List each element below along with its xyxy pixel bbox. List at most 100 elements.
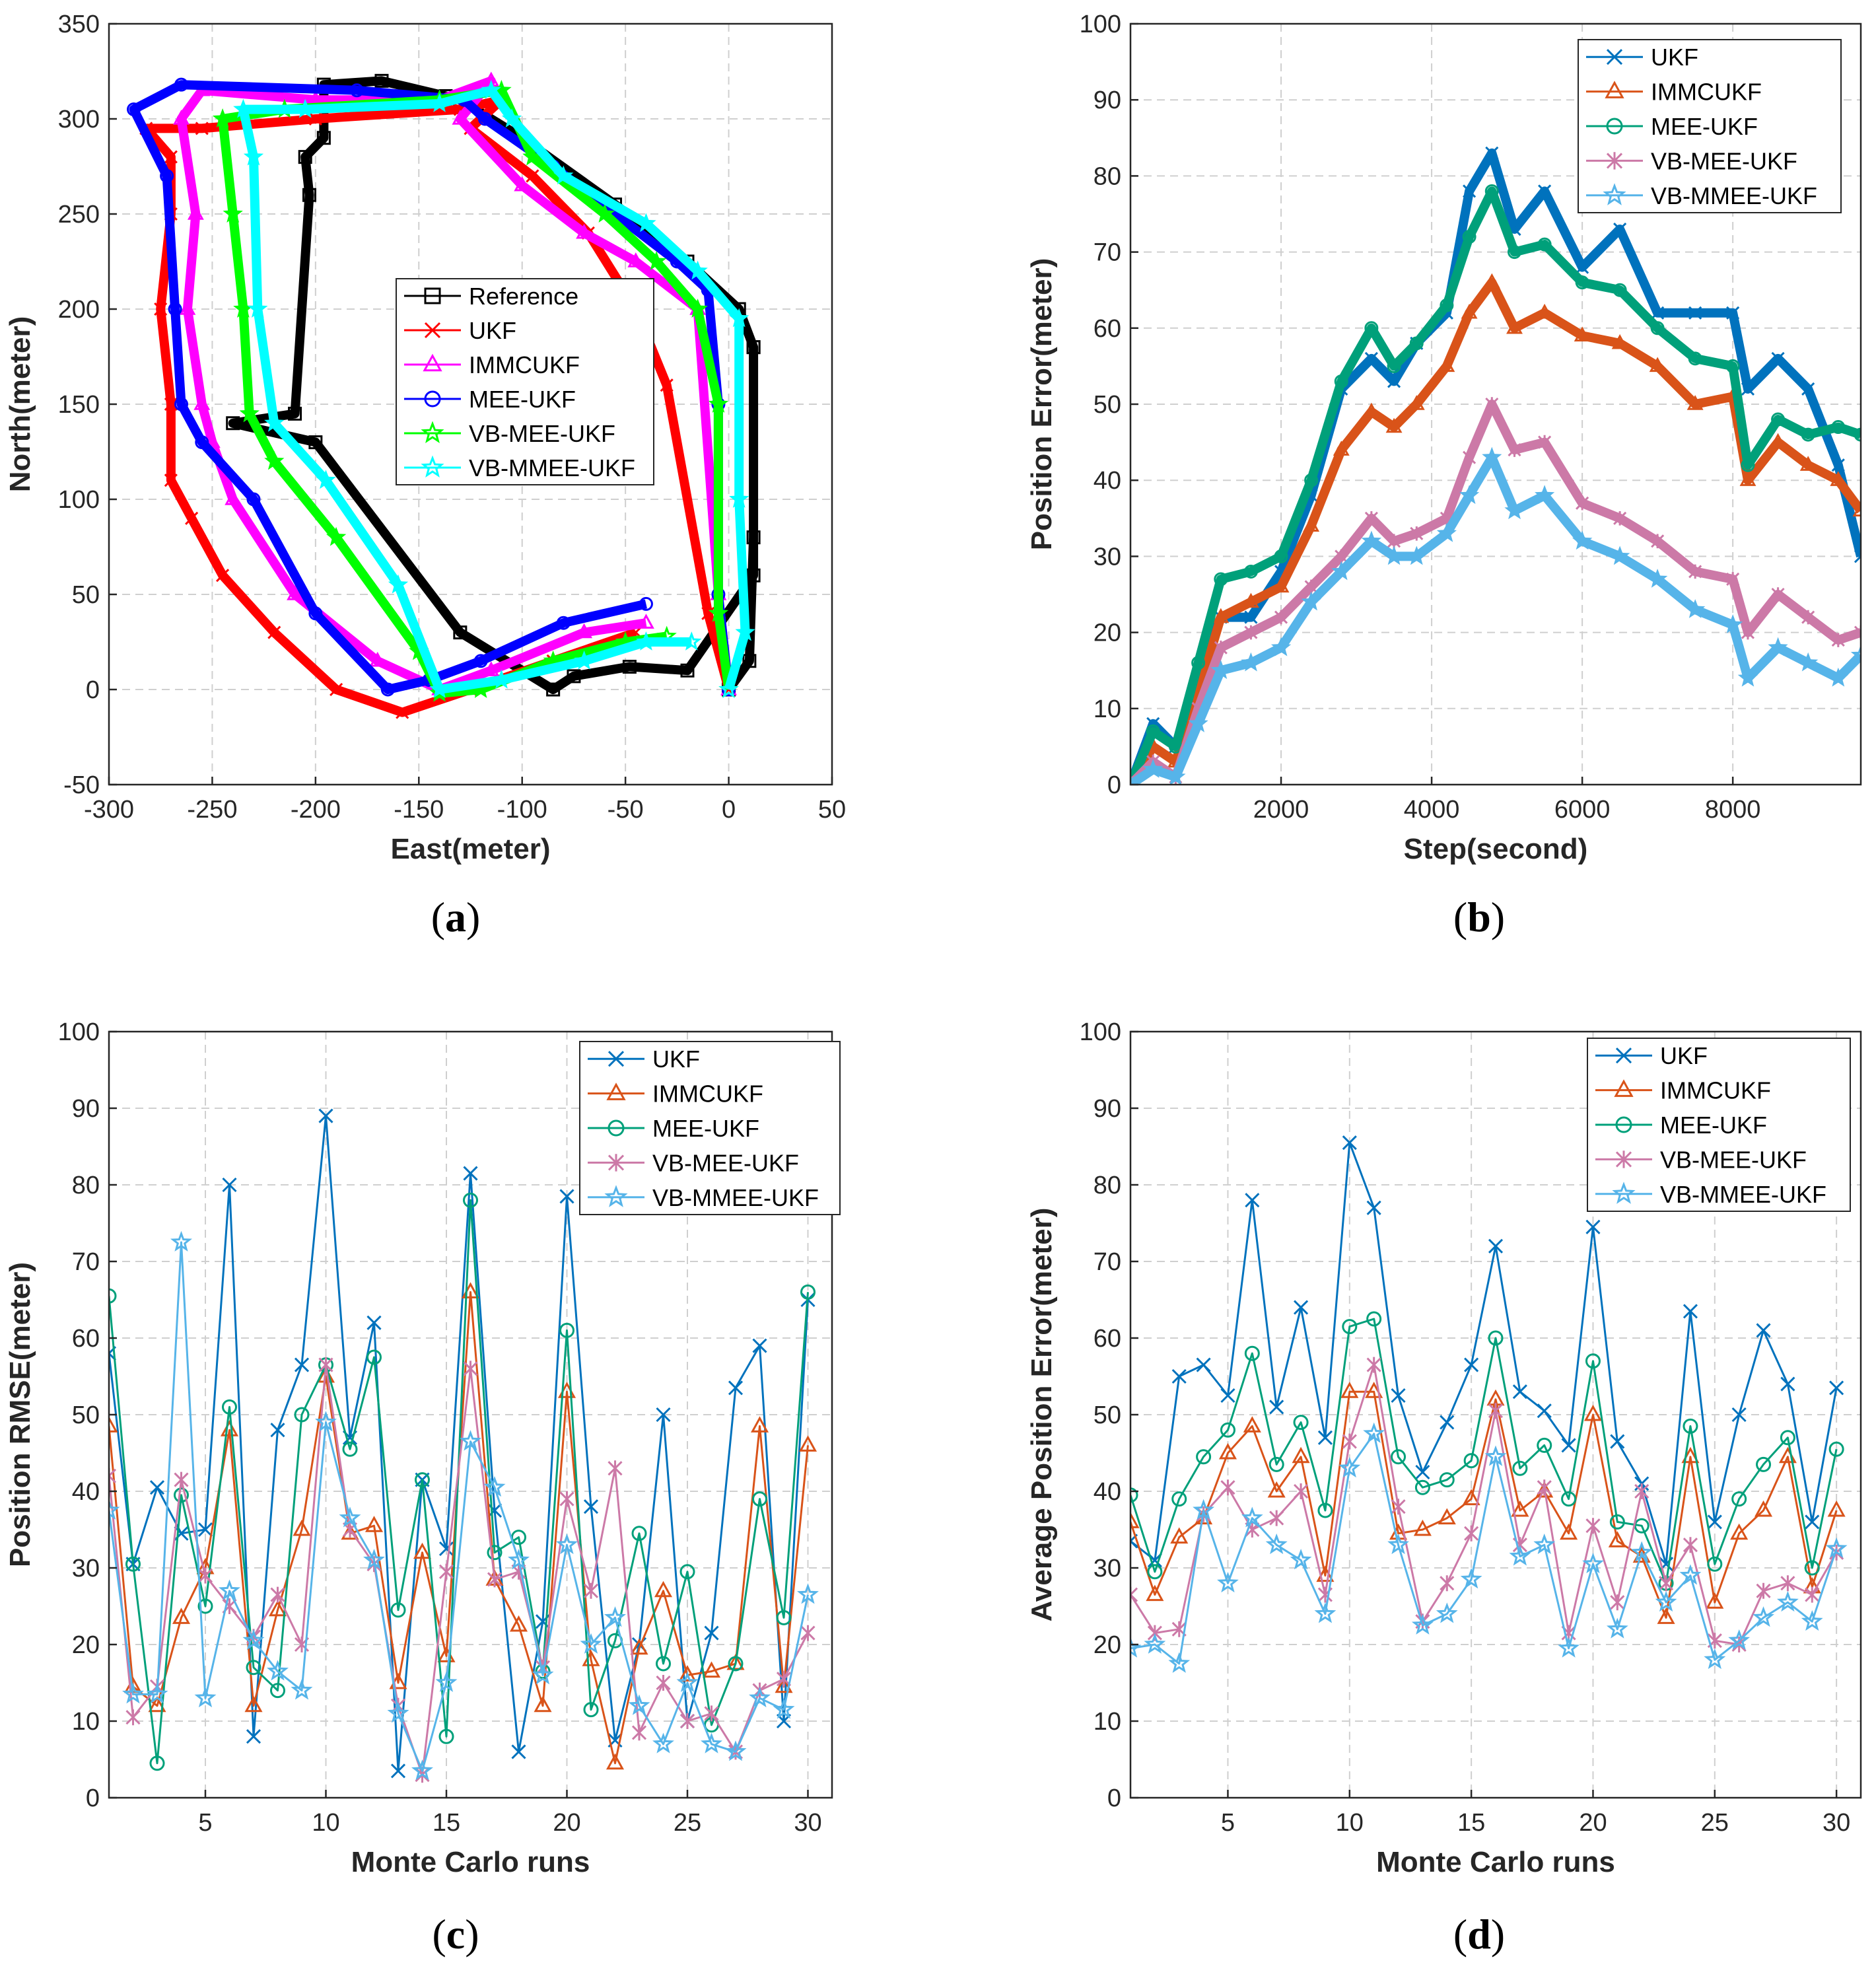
data-point-MEE-UKF [174,77,188,92]
data-point-MEE-UKF [473,654,488,668]
data-point-MEE-UKF [463,1192,478,1208]
data-point-IMMCUKF [775,1676,793,1693]
data-point-VB-MEE-UKF [174,1471,189,1488]
data-point-VB-MMEE-UKF [316,470,336,489]
data-point-UKF [246,1729,261,1744]
y-tick-label: 90 [1094,1095,1121,1123]
data-point-VB-MEE-UKF [270,1586,285,1603]
data-point-VB-MMEE-UKF [363,1549,385,1570]
legend-item-VB-MMEE-UKF: VB-MMEE-UKF [588,1184,819,1211]
data-point-VB-MMEE-UKF [1168,1652,1191,1673]
data-point-MEE-UKF [149,1755,165,1771]
data-point-VB-MEE-UKF [631,1724,647,1741]
data-point-VB-MMEE-UKF [1411,1613,1434,1635]
data-point-MEE-UKF [559,1322,574,1338]
data-point-VB-MMEE-UKF [1484,1445,1507,1466]
data-point-VB-MEE-UKF [1214,640,1228,655]
data-point-VB-MEE-UKF [1244,625,1258,640]
data-point-IMMCUKF [220,1420,239,1436]
data-point-UKF [1317,1430,1333,1445]
data-point-MEE-UKF [174,1487,189,1503]
data-point-IMMCUKF [187,205,204,220]
data-point-VB-MEE-UKF [559,1491,574,1507]
data-point-IMMCUKF [293,1519,311,1536]
data-point-UKF [390,1763,406,1779]
data-point-UKF [526,169,539,183]
data-point-VB-MMEE-UKF [429,679,450,698]
data-point-VB-MEE-UKF [708,394,729,413]
series-line-UKF [1130,1141,1838,1565]
data-point-UKF [216,569,230,583]
data-point-VB-MEE-UKF [1651,534,1665,549]
series-line-MEE-UKF [129,80,734,694]
data-point-VB-MEE-UKF [656,1675,671,1691]
y-tick-label: 10 [1094,1708,1121,1736]
data-point-UKF [366,1315,382,1330]
data-point-VB-MMEE-UKF [1728,1629,1751,1650]
data-point-VB-MMEE-UKF [1241,1506,1263,1528]
data-point-VB-MMEE-UKF [1314,1602,1337,1623]
data-point-UKF [511,1744,526,1759]
data-point-VB-MEE-UKF [1801,610,1815,625]
data-point-VB-MMEE-UKF [1144,1633,1166,1654]
data-point-MEE-UKF [800,1284,816,1300]
legend-marker [1606,152,1623,170]
data-point-UKF [195,122,209,135]
legend-item-UKF: UKF [404,317,516,344]
legend-item-UKF: UKF [588,1045,700,1073]
data-point-IMMCUKF [109,1416,118,1433]
data-point-MEE-UKF [125,1556,141,1572]
y-tick-label: 80 [1094,162,1121,190]
data-point-IMMCUKF [1438,1508,1456,1525]
data-point-MEE-UKF [639,596,653,611]
data-point-VB-MEE-UKF [1464,1525,1479,1541]
data-point-VB-MMEE-UKF [1533,1533,1556,1555]
data-point-VB-MEE-UKF [1304,579,1318,594]
data-point-VB-MMEE-UKF [501,108,522,127]
legend-item-VB-MMEE-UKF: VB-MMEE-UKF [404,454,635,481]
y-axis-label: North(meter) [4,316,36,492]
data-point-UKF [1610,1434,1625,1449]
data-point-IMMCUKF [452,110,469,125]
data-point-VB-MMEE-UKF [1301,591,1321,611]
y-tick-label: 90 [72,1095,100,1123]
data-point-IMMCUKF [173,110,190,125]
data-point-VB-MEE-UKF [1342,1433,1357,1450]
data-point-IMMCUKF [1243,1416,1261,1433]
data-point-VB-MMEE-UKF [687,260,708,280]
data-point-VB-MEE-UKF [438,1563,454,1580]
data-point-IMMCUKF [726,1653,745,1670]
series-group [127,71,761,719]
data-point-UKF [701,606,715,620]
data-point-IMMCUKF [678,1665,697,1681]
data-point-IMMCUKF [654,1580,673,1598]
data-point-MEE-UKF [1575,275,1589,290]
series-group [1130,146,1861,785]
data-point-VB-MMEE-UKF [122,1683,144,1704]
data-point-IMMCUKF [1560,1523,1578,1540]
legend-marker [421,421,444,444]
series-line-VB-MMEE-UKF [109,1241,809,1772]
data-point-VB-MMEE-UKF [243,146,264,166]
data-point-MEE-UKF [1364,321,1379,336]
data-point-MEE-UKF [366,1349,382,1365]
data-point-VB-MMEE-UKF [1436,522,1457,542]
data-point-Reference [374,73,389,88]
data-point-UKF [1440,1415,1455,1430]
x-axis-label: East(meter) [390,833,550,865]
data-point-UKF [1801,382,1815,396]
y-tick-label: 40 [1094,467,1121,495]
data-point-IMMCUKF [365,1516,384,1532]
data-point-VB-MEE-UKF [1274,610,1288,625]
data-point-MEE-UKF [438,1728,454,1744]
data-point-MEE-UKF [556,616,571,630]
data-point-VB-MMEE-UKF [315,1411,337,1432]
data-point-UKF [1512,1384,1527,1399]
panel-d-average-position-error-chart: 5 10 15 20 25 30 0 10 20 30 40 50 60 70 80 90 100 Monte C… [1025,1018,1862,1958]
legend-item-MEE-UKF: MEE-UKF [1586,113,1758,140]
panel-caption: (c) [432,1911,479,1958]
data-point-IMMCUKF [1511,1500,1529,1517]
data-point-MEE-UKF [1537,237,1552,252]
data-point-VB-MMEE-UKF [701,1732,722,1753]
data-point-IMMCUKF [1212,608,1230,623]
